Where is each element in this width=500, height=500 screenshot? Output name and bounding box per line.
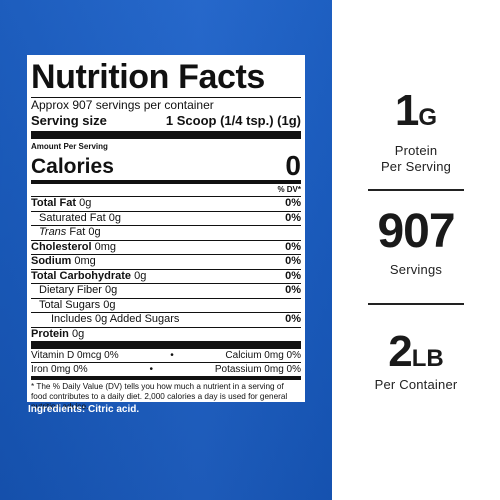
nutrient-dv: 0%	[285, 313, 301, 325]
nutrient-name: Sodium	[31, 255, 72, 267]
ingredients-text: Ingredients: Citric acid.	[28, 404, 140, 415]
nutrient-name: Total Sugars	[39, 298, 101, 311]
nutrition-facts-title: Nutrition Facts	[31, 58, 265, 96]
stat-protein-value: 1G	[332, 86, 500, 143]
amount-per-serving: Amount Per Serving	[31, 142, 108, 151]
vitamin-row-2: Iron 0mg 0% • Potassium 0mg 0%	[31, 362, 301, 376]
stat-servings-value: 907	[332, 205, 500, 259]
nutrient-name: Total Fat	[31, 197, 77, 209]
nutrient-name: Cholesterol	[31, 240, 92, 253]
nutrient-dv: 0%	[285, 211, 301, 224]
stat-container-value: 2LB	[332, 327, 500, 384]
nutrient-name: Total Carbohydrate	[31, 269, 132, 282]
nutrient-amount: 0g	[105, 284, 118, 296]
vitamin-left: Iron 0mg 0%	[31, 364, 88, 375]
stat-unit: G	[418, 104, 438, 131]
bullet-separator: •	[149, 364, 154, 375]
vitamin-row-1: Vitamin D 0mcg 0% • Calcium 0mg 0%	[31, 349, 301, 362]
daily-value-footnote: * The % Daily Value (DV) tells you how m…	[31, 382, 288, 411]
stat-unit: LB	[411, 345, 444, 372]
serving-size-value: 1 Scoop (1/4 tsp.) (1g)	[165, 113, 301, 128]
stat-protein-label-2: Per Serving	[380, 159, 452, 174]
calories-label: Calories	[31, 155, 114, 178]
serving-size-row: Serving size 1 Scoop (1/4 tsp.) (1g)	[31, 112, 301, 131]
nutrient-row-added-sugars: Includes 0g Added Sugars 0%	[31, 312, 301, 327]
nutrient-name: Dietary Fiber	[39, 284, 102, 296]
nutrient-row-trans-fat: Trans Fat 0g	[31, 225, 301, 240]
nutrient-row-protein: Protein 0g	[31, 326, 301, 342]
stat-number: 907	[377, 205, 455, 258]
vitamin-left: Vitamin D 0mcg 0%	[31, 350, 119, 361]
serving-size-label: Serving size	[31, 113, 107, 128]
nutrient-dv: 0%	[285, 197, 301, 209]
nutrient-row-total-carbohydrate: Total Carbohydrate 0g 0%	[31, 268, 301, 284]
stat-container-label: Per Container	[374, 377, 458, 392]
stat-number: 2	[388, 327, 413, 376]
calories-row: Calories 0	[31, 152, 301, 180]
nutrient-amount: 0g	[71, 327, 85, 340]
nutrient-name: Includes 0g Added Sugars	[51, 313, 180, 325]
nutrient-row-sodium: Sodium 0mg 0%	[31, 254, 301, 269]
nutrient-dv: 0%	[285, 284, 301, 296]
stats-column: 1G Protein Per Serving 907 Servings 2LB …	[332, 0, 500, 500]
nutrient-dv: 0%	[285, 240, 301, 253]
nutrient-amount: 0g	[79, 197, 92, 209]
nutrient-dv: 0%	[285, 255, 301, 267]
nutrient-name: Saturated Fat	[39, 211, 106, 224]
vitamin-right: Potassium 0mg 0%	[214, 364, 301, 375]
nutrient-row-dietary-fiber: Dietary Fiber 0g 0%	[31, 283, 301, 298]
nutrient-row-total-fat: Total Fat 0g 0%	[31, 196, 301, 211]
nutrient-amount: 0mg	[74, 255, 96, 267]
vitamin-right: Calcium 0mg 0%	[225, 350, 301, 361]
nutrient-amount: 0g	[88, 226, 101, 238]
nutrient-name: Protein	[31, 327, 69, 340]
stat-divider	[368, 303, 464, 305]
nutrient-amount: 0g	[108, 211, 121, 224]
nutrient-row-total-sugars: Total Sugars 0g	[31, 297, 301, 313]
nutrient-dv: 0%	[285, 269, 301, 282]
nutrient-name-rest: Fat	[69, 226, 86, 238]
nutrient-row-saturated-fat: Saturated Fat 0g 0%	[31, 210, 301, 226]
nutrient-amount: 0mg	[94, 240, 116, 253]
stat-divider	[368, 189, 464, 191]
nutrient-amount: 0g	[134, 269, 147, 282]
stat-servings-label: Servings	[389, 262, 443, 277]
stat-protein-label-1: Protein	[394, 143, 438, 158]
servings-per-container: Approx 907 servings per container	[31, 98, 214, 112]
bullet-separator: •	[170, 350, 174, 361]
stat-number: 1	[394, 86, 420, 135]
nutrition-facts-label: Nutrition Facts Approx 907 servings per …	[27, 55, 305, 411]
nutrient-amount: 0g	[103, 298, 116, 311]
calories-value: 0	[285, 150, 301, 181]
nutrient-name: Trans	[39, 226, 67, 238]
nutrient-row-cholesterol: Cholesterol 0mg 0%	[31, 239, 301, 255]
daily-value-header: % DV*	[277, 185, 301, 194]
